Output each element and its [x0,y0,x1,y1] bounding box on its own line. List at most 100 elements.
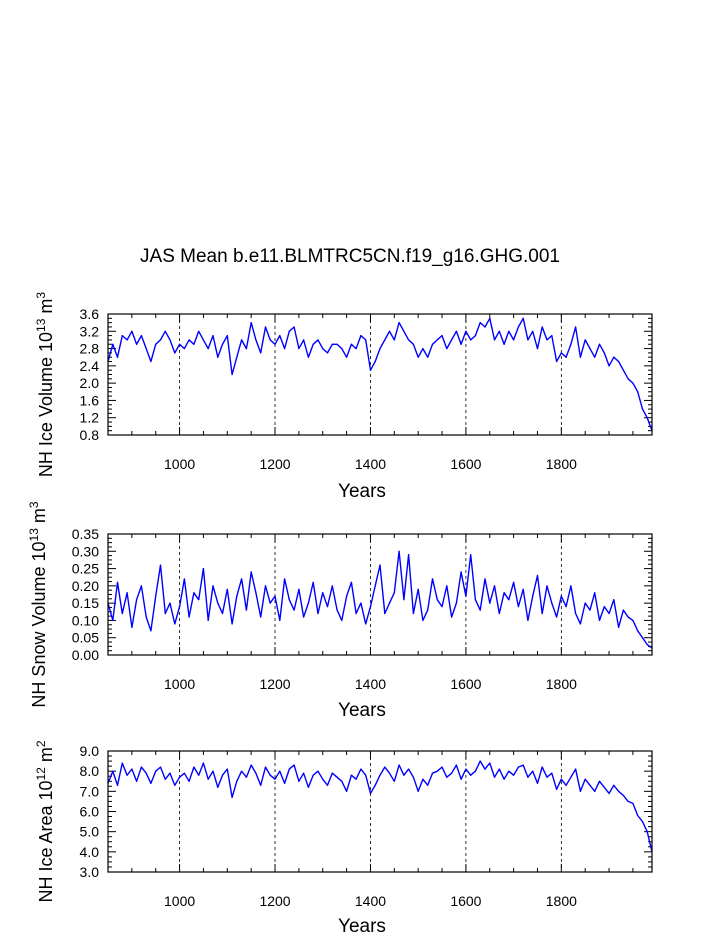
snow-volume-data-point [532,595,534,597]
ice-area-data-point [212,770,214,772]
ice-area-data-point [598,780,601,782]
snow-volume-data-point [622,609,624,611]
ice-volume-data-point [250,322,252,324]
ice-volume-data-point [613,356,615,358]
ice-volume-data-point [584,339,586,341]
snow-volume-data-point [465,595,467,597]
ice-area-data-point [121,762,123,764]
snow-volume-data-point [202,567,205,570]
ice-volume-data-point [446,347,448,350]
ice-volume-data-point [474,335,477,337]
snow-volume-y-tick-label: 0.10 [72,612,99,628]
snow-volume-data-point [412,612,415,615]
ice-volume-data-point [441,335,443,337]
ice-area-data-point [350,774,352,776]
ice-area-data-point [178,776,181,778]
ice-area-data-point [241,770,243,772]
snow-volume-data-point [503,592,505,594]
snow-volume-data-point [470,554,472,556]
snow-volume-data-point [460,571,462,573]
ice-area-data-point [541,766,543,768]
snow-volume-data-point [326,606,329,608]
snow-volume-y-tick-label: 0.00 [72,647,99,663]
ice-volume-data-point [632,382,634,384]
snow-volume-data-point [207,619,209,622]
snow-volume-data-point [369,606,372,608]
ice-area-data-point [594,790,596,792]
ice-volume-data-point [589,347,591,350]
ice-volume-y-tick-label: 1.6 [80,392,100,408]
ice-volume-data-point [188,339,190,341]
ice-volume-data-point [579,356,582,358]
snow-volume-data-point [536,574,539,577]
snow-volume-data-point [260,616,262,618]
snow-volume-data-point [264,585,267,587]
ice-area-data-point [131,768,133,770]
ice-area-x-axis-title: Years [338,916,386,935]
snow-volume-data-point [226,588,228,590]
snow-volume-data-point [393,592,395,594]
ice-volume-data-point [193,343,195,345]
ice-area-data-point [207,778,209,780]
ice-volume-data-point [298,347,300,350]
ice-volume-data-point [384,339,386,341]
snow-volume-data-point [632,619,634,622]
ice-area-data-point [513,774,515,776]
snow-volume-data-point [598,619,601,622]
snow-volume-y-tick-label: 0.20 [72,578,99,594]
snow-volume-data-point [250,571,252,573]
ice-volume-data-point [555,360,558,363]
ice-area-data-point [312,774,314,776]
snow-volume-data-point [493,585,496,587]
ice-area-data-point [145,772,147,774]
ice-area-data-point [331,772,333,774]
ice-area-x-tick-label: 1600 [450,893,481,909]
snow-volume-data-point [183,578,185,580]
snow-volume-data-point [112,619,114,622]
ice-area-data-point [279,770,281,772]
ice-volume-data-point [336,343,338,345]
snow-volume-data-point [617,626,620,628]
ice-area-data-point [622,794,624,796]
snow-volume-data-point [193,592,195,594]
snow-volume-data-point [365,623,367,625]
ice-volume-data-point [116,356,119,358]
snow-volume-data-point [236,595,238,597]
ice-volume-data-point [489,317,491,319]
snow-volume-data-point [474,599,477,601]
ice-volume-data-point [279,335,281,337]
snow-volume-data-point [551,602,553,604]
snow-volume-data-point [527,619,529,622]
snow-volume-data-point [441,606,443,608]
ice-volume-data-point [207,347,209,350]
ice-area-data-point [369,792,372,794]
ice-volume-data-point [641,408,644,410]
snow-volume-data-point [646,644,648,646]
snow-volume-data-point [136,599,138,601]
ice-area-data-point [555,788,558,790]
snow-volume-data-point [221,612,224,615]
ice-volume-data-point [226,335,228,337]
ice-area-y-tick-label: 3.0 [80,864,100,880]
ice-area-data-point [159,766,162,768]
snow-volume-data-point [575,612,577,615]
ice-volume-data-point [527,339,529,341]
ice-area-data-point [536,782,539,784]
snow-volume-data-point [479,609,481,611]
ice-area-data-point [198,774,200,776]
ice-volume-data-point [312,343,314,345]
ice-area-data-point [116,784,119,786]
ice-area-data-point [489,762,491,764]
snow-volume-data-point [140,585,143,587]
ice-area-x-tick-label: 1800 [546,893,577,909]
ice-area-data-point [532,770,534,772]
ice-volume-x-tick-label: 1800 [546,456,577,472]
ice-area-data-point [398,764,400,766]
ice-area-data-point [450,772,453,774]
snow-volume-data-point [279,619,281,622]
ice-volume-y-tick-label: 0.8 [80,427,100,443]
snow-volume-data-point [293,609,295,611]
snow-volume-data-point [427,609,429,611]
ice-volume-y-tick-label: 1.2 [80,410,100,426]
snow-volume-data-point [522,588,524,590]
